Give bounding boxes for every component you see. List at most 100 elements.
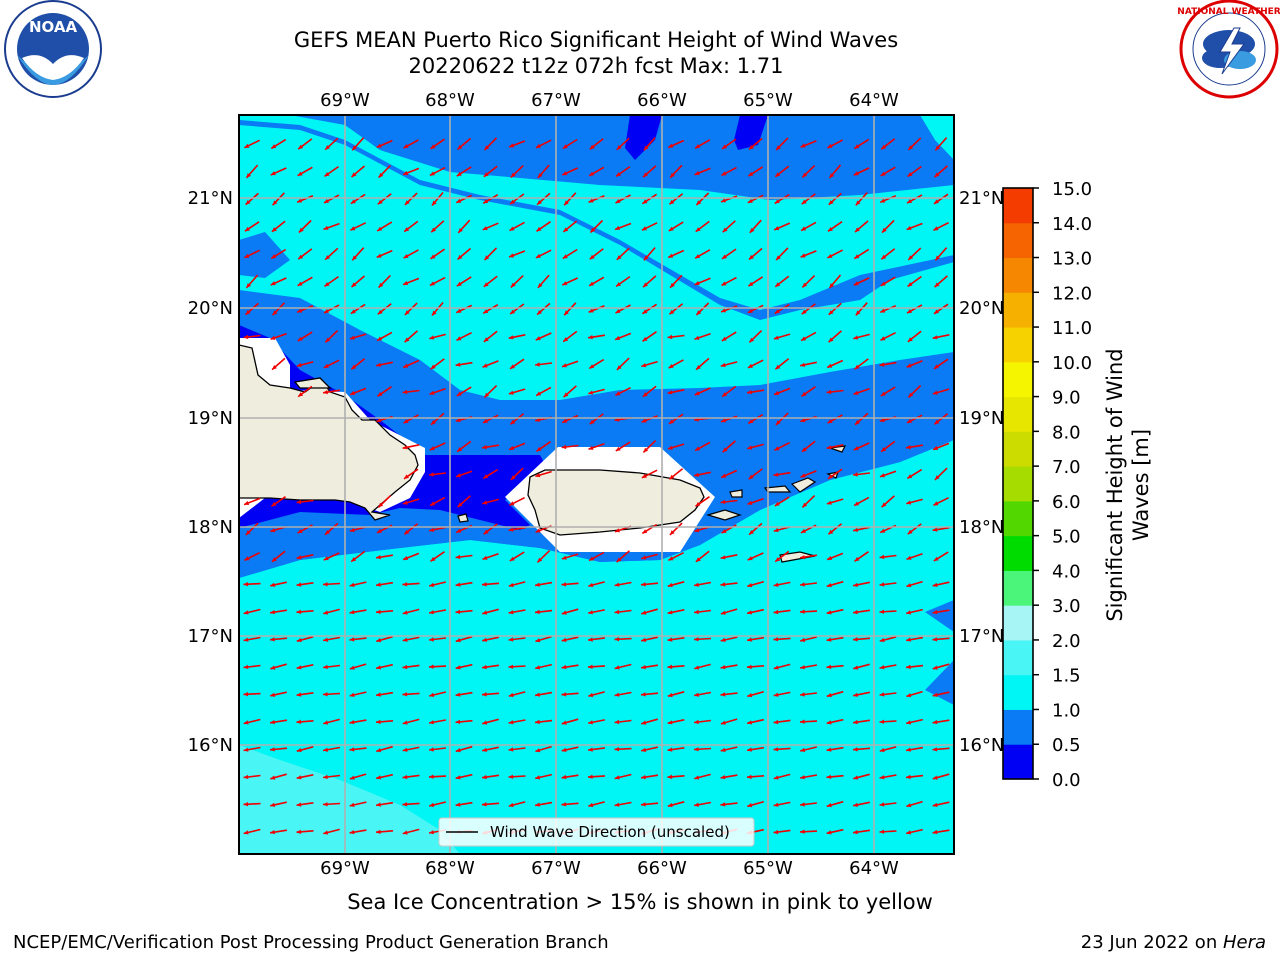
wave-direction-arrowhead xyxy=(642,309,648,314)
wave-direction-arrowhead xyxy=(298,254,304,260)
lon-label-top: 68°W xyxy=(425,90,475,111)
wave-direction-arrowhead xyxy=(906,664,911,670)
wave-direction-arrowhead xyxy=(747,803,753,808)
wave-direction-arrowhead xyxy=(509,556,515,561)
wave-direction-arrowhead xyxy=(934,419,940,425)
colorbar-segment xyxy=(1003,396,1033,432)
wave-direction-arrowhead xyxy=(748,171,754,177)
wave-direction-arrowhead xyxy=(879,417,885,423)
wave-direction-arrowhead xyxy=(402,802,408,807)
wave-direction-arrowhead xyxy=(296,719,302,724)
nws-logo: NATIONAL WEATHER xyxy=(1177,0,1280,99)
wave-direction-arrowhead xyxy=(535,336,541,341)
lon-label-top: 64°W xyxy=(849,90,899,111)
wave-direction-arrowhead xyxy=(694,335,700,340)
wave-direction-arrowhead xyxy=(376,719,381,724)
colorbar-segment xyxy=(1003,257,1033,293)
wave-direction-arrowhead xyxy=(482,747,487,752)
wave-direction-arrowhead xyxy=(588,664,593,669)
wave-direction-arrowhead xyxy=(879,829,885,834)
wave-direction-arrowhead xyxy=(350,390,356,395)
wave-direction-arrowhead xyxy=(403,280,409,285)
wave-direction-arrowhead xyxy=(826,637,832,642)
wave-direction-arrowhead xyxy=(641,775,646,780)
wave-direction-arrowhead xyxy=(509,445,515,450)
wave-direction-arrowhead xyxy=(720,362,726,368)
colorbar-tick-label: 12.0 xyxy=(1052,283,1092,304)
wave-direction-arrowhead xyxy=(826,774,832,779)
wave-direction-arrowhead xyxy=(561,692,567,697)
wave-direction-arrowhead xyxy=(749,254,754,260)
wave-direction-arrowhead xyxy=(562,281,568,286)
colorbar-segment xyxy=(1003,605,1033,641)
wave-direction-arrowhead xyxy=(270,582,276,587)
wave-direction-arrowhead xyxy=(402,830,408,835)
wave-direction-arrowhead xyxy=(906,445,911,450)
wave-direction-arrowhead xyxy=(429,582,435,587)
wave-direction-arrowhead xyxy=(429,281,435,286)
wave-direction-arrowhead xyxy=(482,555,488,560)
wave-direction-arrowhead xyxy=(880,473,885,478)
wave-direction-arrowhead xyxy=(455,719,461,724)
wave-direction-arrowhead xyxy=(668,143,674,148)
lon-label-bottom: 69°W xyxy=(320,858,370,879)
wave-direction-arrowhead xyxy=(828,310,834,315)
axis-labels: 69°W 68°W 67°W 66°W 65°W 64°W 69°W 68°W … xyxy=(188,90,1005,879)
wave-direction-arrowhead xyxy=(616,282,621,287)
wave-direction-arrowhead xyxy=(508,802,514,808)
wave-direction-arrowhead xyxy=(800,829,805,834)
colorbar-tick-label: 8.0 xyxy=(1052,422,1081,443)
wave-direction-arrowhead xyxy=(667,720,673,725)
wave-direction-arrowhead xyxy=(932,747,938,752)
wave-direction-arrowhead xyxy=(800,528,806,533)
wave-direction-arrowhead xyxy=(906,747,911,752)
wave-direction-arrowhead xyxy=(641,363,647,368)
wave-direction-arrowhead xyxy=(694,637,699,642)
lat-label-left: 21°N xyxy=(188,188,233,209)
wave-direction-arrowhead xyxy=(694,775,700,780)
wave-direction-arrowhead xyxy=(325,530,330,535)
wave-direction-arrowhead xyxy=(482,418,488,423)
wave-direction-arrowhead xyxy=(774,390,780,395)
wave-direction-arrowhead xyxy=(801,199,807,205)
wave-direction-arrowhead xyxy=(667,582,673,588)
wave-direction-arrowhead xyxy=(561,637,567,642)
wave-direction-arrowhead xyxy=(827,143,833,148)
wave-direction-arrowhead xyxy=(271,227,277,232)
lat-label-left: 20°N xyxy=(188,298,233,319)
wave-direction-arrowhead xyxy=(296,362,302,368)
wave-direction-arrowhead xyxy=(853,335,859,340)
wave-direction-arrowhead xyxy=(482,500,488,505)
wave-direction-arrowhead xyxy=(537,283,543,288)
wave-direction-arrowhead xyxy=(270,802,276,807)
wave-direction-arrowhead xyxy=(483,337,489,342)
wave-direction-arrowhead xyxy=(853,747,858,752)
wave-direction-arrowhead xyxy=(508,637,514,642)
wave-direction-arrowhead xyxy=(879,692,885,697)
wave-direction-arrowhead xyxy=(270,171,276,176)
wave-direction-arrowhead xyxy=(431,227,436,233)
wave-direction-arrowhead xyxy=(455,775,461,780)
wave-direction-arrowhead xyxy=(429,774,434,779)
wave-direction-arrowhead xyxy=(773,609,779,615)
wave-direction-arrowhead xyxy=(429,637,434,642)
wave-direction-arrowhead xyxy=(774,309,780,314)
wave-direction-arrowhead xyxy=(402,774,408,780)
wave-direction-arrowhead xyxy=(614,775,620,780)
wave-direction-arrowhead xyxy=(535,719,540,725)
wave-direction-arrowhead xyxy=(643,447,649,453)
wave-direction-arrowhead xyxy=(588,774,593,779)
wave-direction-arrowhead xyxy=(828,529,834,535)
wave-direction-arrowhead xyxy=(564,310,569,316)
wave-direction-arrowhead xyxy=(720,610,726,615)
wave-direction-arrowhead xyxy=(721,171,727,176)
wave-direction-arrowhead xyxy=(773,335,779,340)
wave-direction-arrowhead xyxy=(588,720,593,725)
wave-direction-arrowhead xyxy=(508,610,514,615)
wave-direction-arrowhead xyxy=(670,172,675,178)
wave-direction-arrowhead xyxy=(456,308,462,313)
wave-direction-arrowhead xyxy=(535,775,541,780)
wave-direction-arrowhead xyxy=(455,692,461,697)
wave-direction-arrowhead xyxy=(535,253,541,258)
wave-direction-arrowhead xyxy=(244,556,250,561)
